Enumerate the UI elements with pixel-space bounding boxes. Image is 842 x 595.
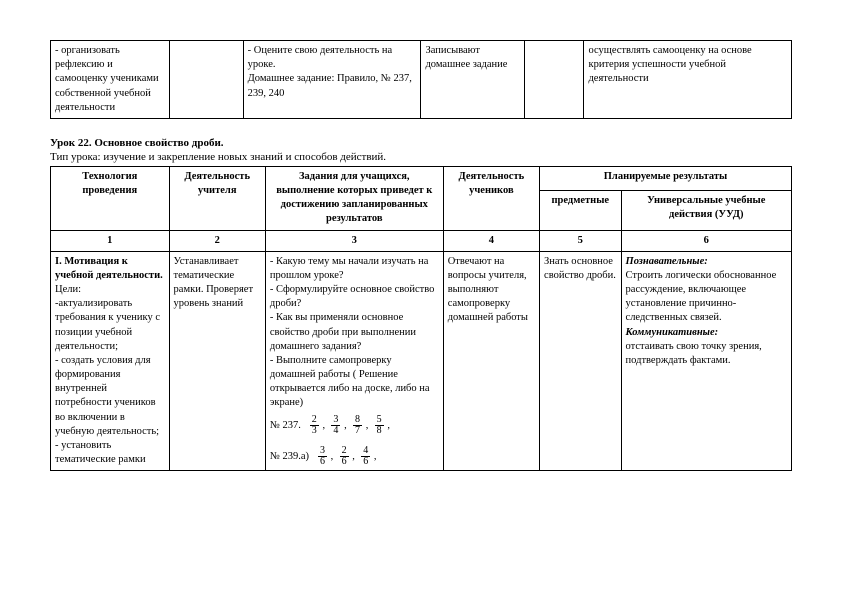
uud-body: отстаивать свою точку зрения, подтвержда… [626, 340, 787, 368]
cell-tasks: - Какую тему мы начали изучать на прошло… [265, 251, 443, 471]
uud-label: Познавательные: [626, 256, 708, 267]
table-row: I. Мотивация к учебной деятельности. Цел… [51, 251, 792, 471]
cell-body: Цели: -актуализировать требования к учен… [55, 283, 165, 467]
fraction: 87 [353, 415, 362, 436]
table-row: - организовать рефлексию и самооценку уч… [51, 41, 792, 119]
main-table: Технология проведения Деятельность учите… [50, 166, 792, 471]
col-num: 5 [540, 230, 622, 251]
uud-body: Строить логически обоснованное рассужден… [626, 269, 787, 326]
cell: осуществлять самооценку на основе критер… [584, 41, 792, 119]
fraction: 23 [310, 415, 319, 436]
col-header-span: Планируемые результаты [540, 166, 792, 190]
ex-label: № 237. [270, 420, 301, 431]
cell-teacher: Устанавливает тематические рамки. Провер… [169, 251, 265, 471]
fraction-line-239: № 239.а) 36, 26, 46, [270, 446, 439, 467]
cell-technology: I. Мотивация к учебной деятельности. Цел… [51, 251, 170, 471]
lesson-subtitle: Тип урока: изучение и закрепление новых … [50, 151, 792, 163]
ex-label: № 239.а) [270, 451, 309, 462]
cell [169, 41, 243, 119]
col-header: Технология проведения [51, 166, 170, 230]
col-header: предметные [540, 190, 622, 230]
lesson-title: Урок 22. Основное свойство дроби. [50, 137, 792, 149]
col-num: 6 [621, 230, 791, 251]
top-table: - организовать рефлексию и самооценку уч… [50, 40, 792, 119]
col-header: Универсальные учебные действия (УУД) [621, 190, 791, 230]
col-num: 2 [169, 230, 265, 251]
fraction: 58 [375, 415, 384, 436]
col-header: Деятельность учителя [169, 166, 265, 230]
cell-subject: Знать основное свойство дроби. [540, 251, 622, 471]
col-num: 3 [265, 230, 443, 251]
col-num: 1 [51, 230, 170, 251]
fraction: 46 [361, 446, 370, 467]
cell: - организовать рефлексию и самооценку уч… [51, 41, 170, 119]
fraction: 36 [318, 446, 327, 467]
cell-students: Отвечают на вопросы учителя, выполняют с… [443, 251, 539, 471]
cell-uud: Познавательные: Строить логически обосно… [621, 251, 791, 471]
number-row: 1 2 3 4 5 6 [51, 230, 792, 251]
fraction: 34 [331, 415, 340, 436]
col-header: Деятельность учеников [443, 166, 539, 230]
fraction-line-237: № 237. 23, 34, 87, 58, [270, 415, 439, 436]
cell [525, 41, 584, 119]
header-row-1: Технология проведения Деятельность учите… [51, 166, 792, 190]
cell: Записывают домашнее задание [421, 41, 525, 119]
fraction: 26 [340, 446, 349, 467]
col-header: Задания для учащихся, выполнение которых… [265, 166, 443, 230]
uud-label: Коммуникативные: [626, 327, 719, 338]
cell-lead: I. Мотивация к учебной деятельности. [55, 256, 163, 281]
tasks-body: - Какую тему мы начали изучать на прошло… [270, 255, 439, 411]
cell: - Оцените свою деятельность на уроке. До… [243, 41, 421, 119]
col-num: 4 [443, 230, 539, 251]
